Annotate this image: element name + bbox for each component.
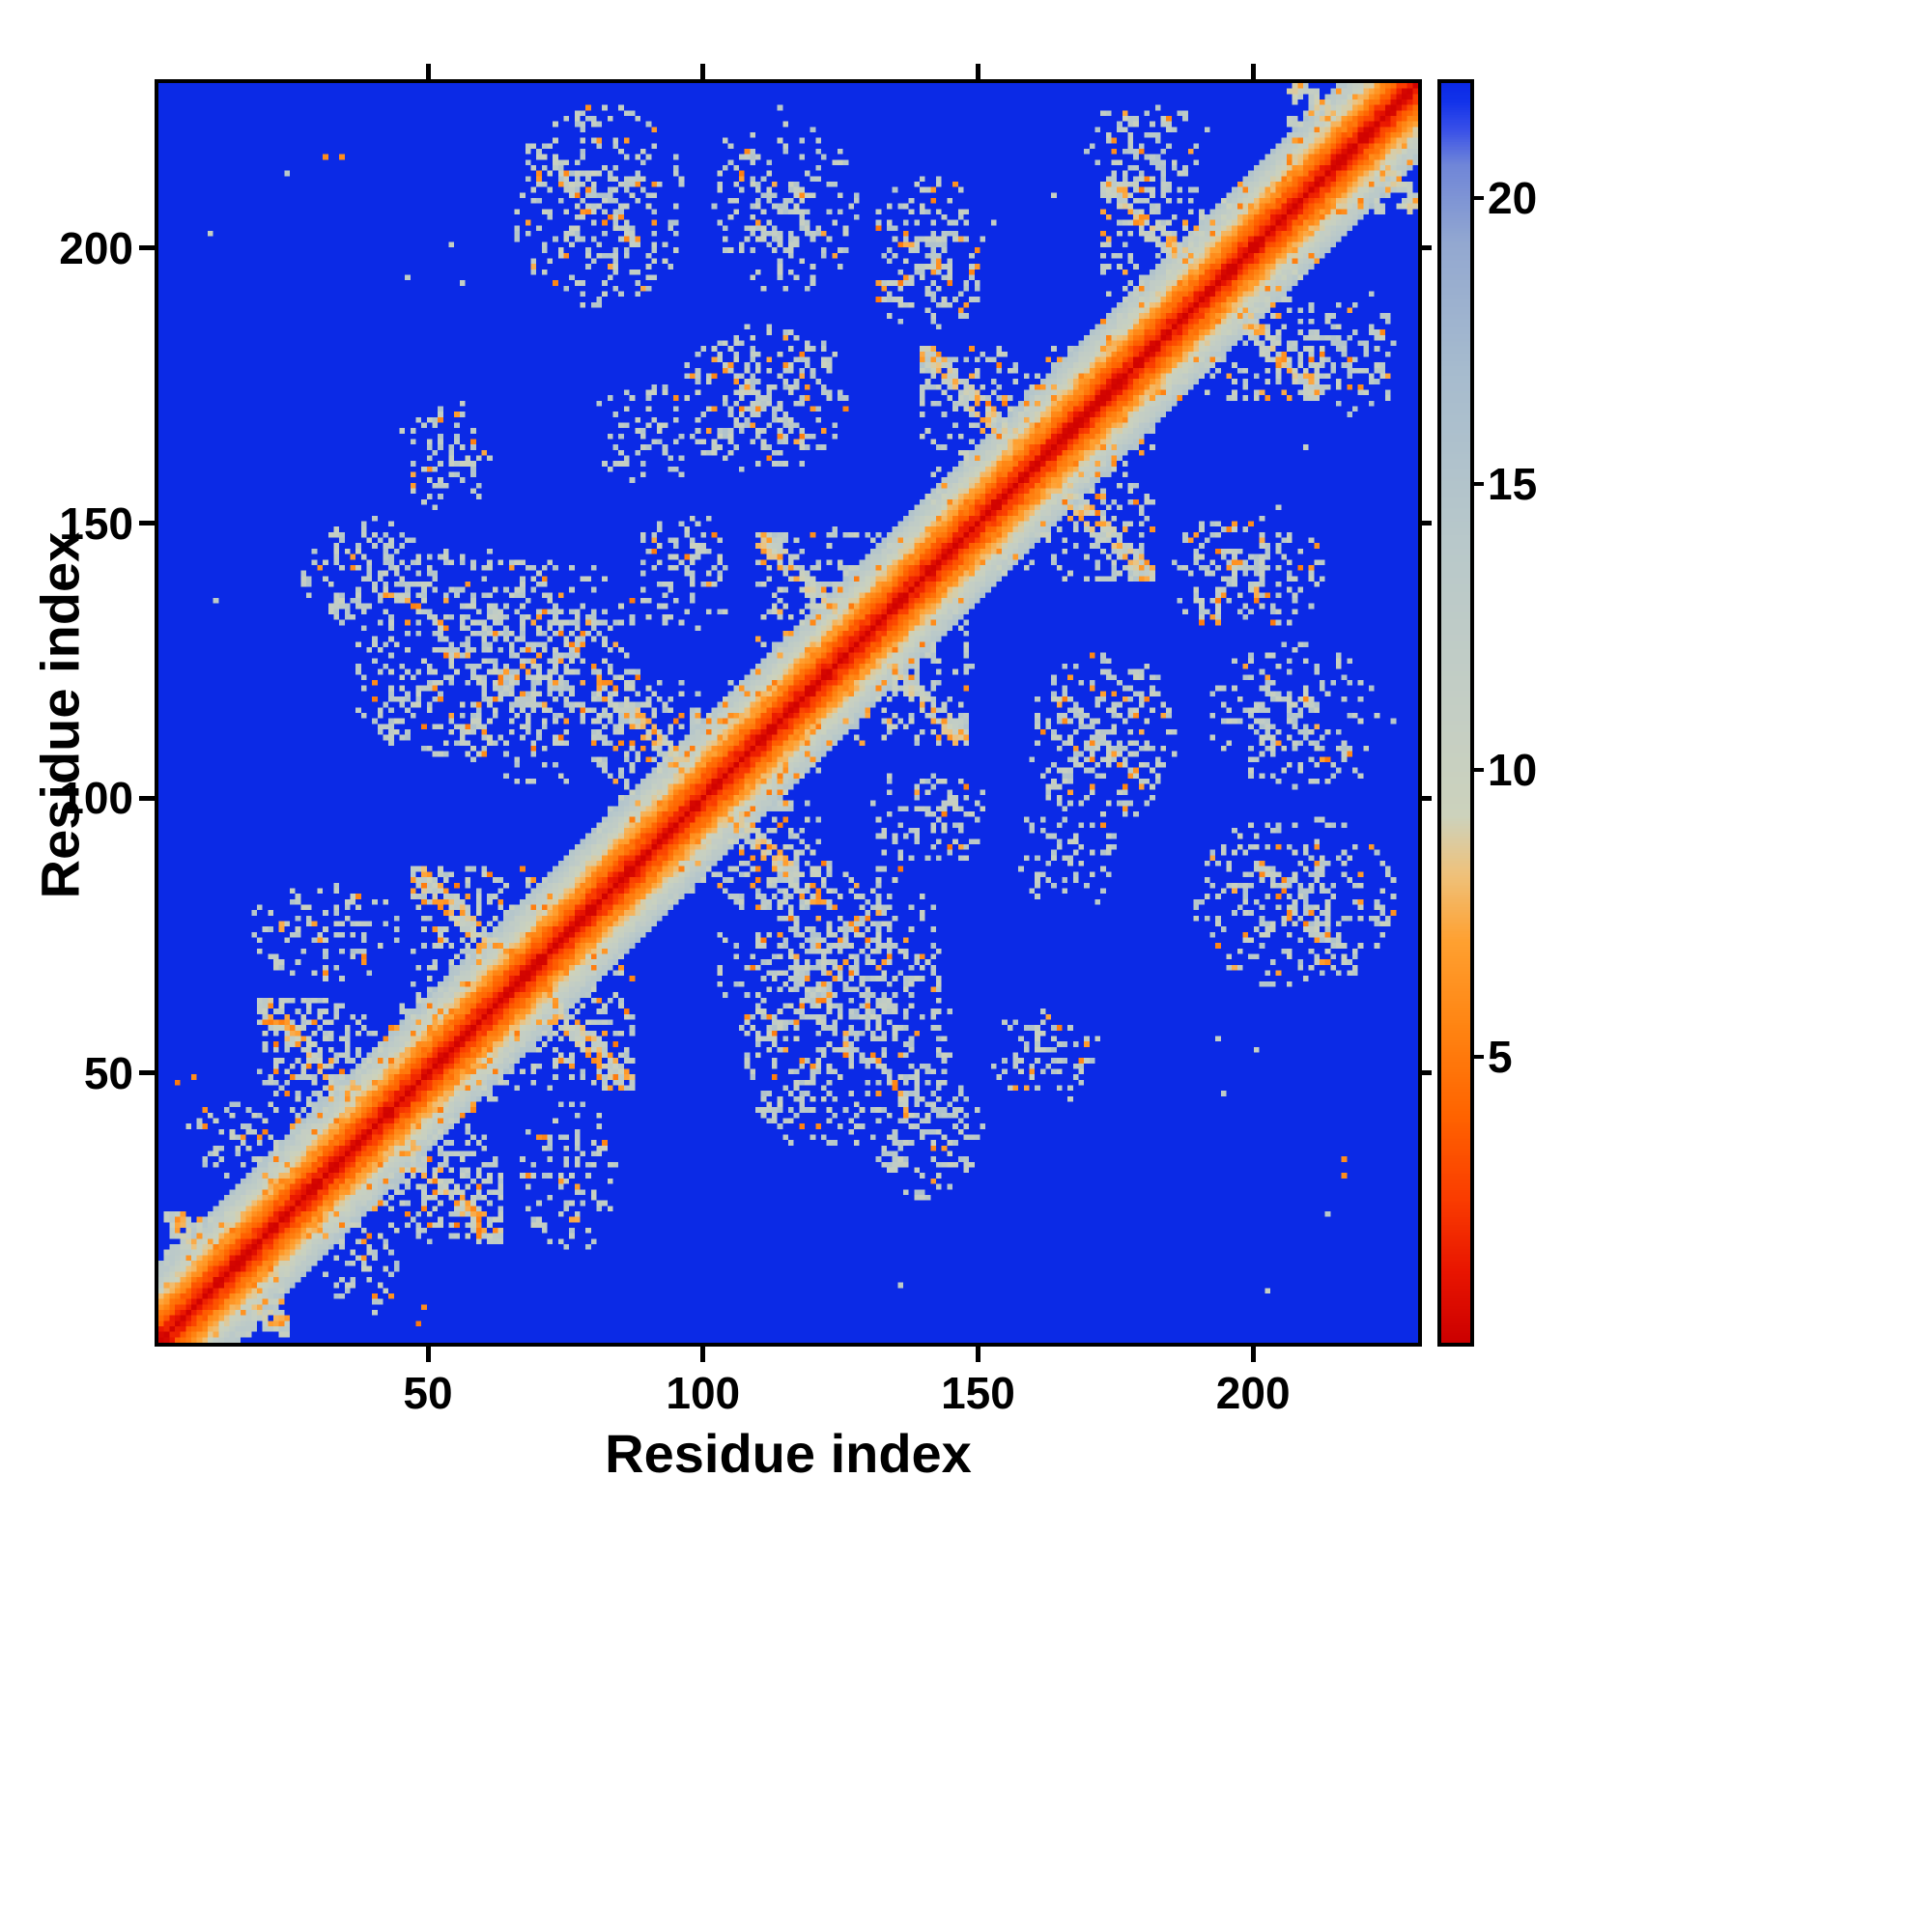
- y-tick: [139, 795, 155, 801]
- x-tick-top: [975, 64, 980, 79]
- colorbar-tick: [1474, 481, 1484, 486]
- colorbar-tick: [1474, 1054, 1484, 1059]
- x-tick: [425, 1347, 431, 1362]
- heatmap-plot-area: [155, 79, 1422, 1347]
- x-tick-label: 100: [666, 1368, 741, 1418]
- x-tick-label: 200: [1215, 1368, 1291, 1418]
- colorbar-tick-label: 20: [1488, 172, 1538, 223]
- y-tick-right: [1422, 1070, 1432, 1076]
- x-tick: [700, 1347, 706, 1362]
- heatmap-canvas: [158, 83, 1418, 1343]
- y-tick-label: 200: [59, 222, 133, 273]
- colorbar-tick-label: 10: [1488, 745, 1538, 796]
- x-tick-label: 150: [941, 1368, 1015, 1418]
- x-tick: [975, 1347, 980, 1362]
- y-tick-label: 150: [59, 497, 133, 549]
- y-tick-right: [1422, 521, 1432, 526]
- y-tick: [139, 521, 155, 526]
- colorbar-tick-label: 15: [1488, 458, 1538, 509]
- x-tick-label: 50: [403, 1368, 453, 1418]
- y-tick-right: [1422, 795, 1432, 801]
- colorbar-tick-label: 5: [1488, 1031, 1513, 1082]
- colorbar: [1437, 79, 1474, 1347]
- x-tick: [1250, 1347, 1256, 1362]
- y-axis-label: Residue index: [29, 531, 91, 899]
- y-tick: [139, 1070, 155, 1076]
- colorbar-tick: [1474, 195, 1484, 200]
- y-tick-label: 50: [83, 1047, 133, 1098]
- y-tick-label: 100: [59, 773, 133, 824]
- colorbar-canvas: [1441, 83, 1470, 1343]
- colorbar-tick: [1474, 768, 1484, 773]
- x-tick-top: [425, 64, 431, 79]
- y-tick: [139, 245, 155, 251]
- y-tick-right: [1422, 245, 1432, 251]
- x-axis-label: Residue index: [605, 1423, 972, 1484]
- x-tick-top: [1250, 64, 1256, 79]
- x-tick-top: [700, 64, 706, 79]
